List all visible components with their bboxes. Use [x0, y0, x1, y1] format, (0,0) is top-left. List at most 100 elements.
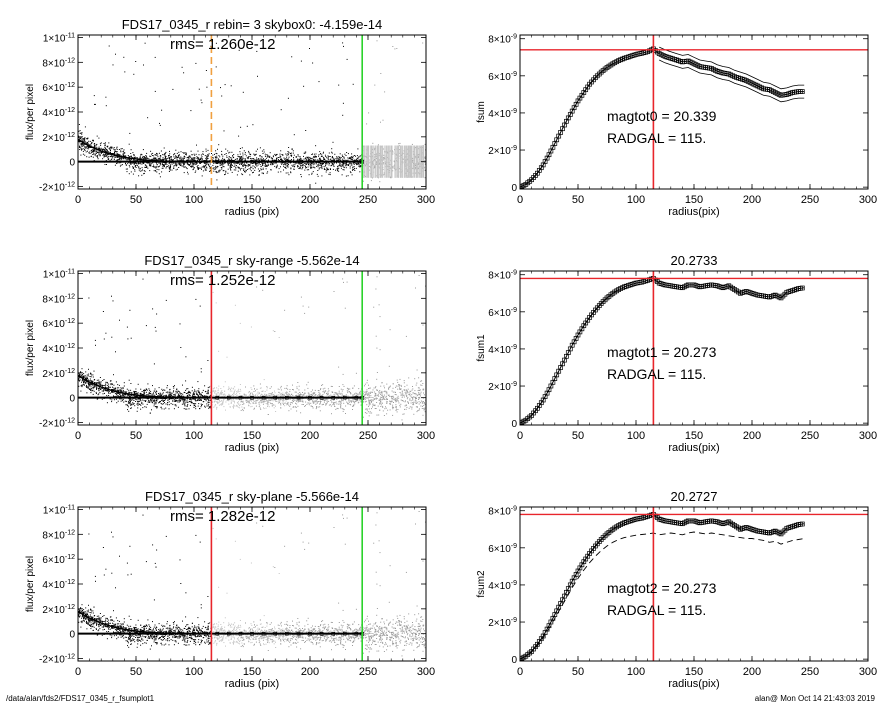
x-tick-label: 50	[572, 666, 584, 678]
y-tick-label: 8×10-12	[42, 57, 75, 69]
profile-point	[116, 626, 121, 630]
profile-point	[87, 380, 92, 385]
profile-point	[116, 154, 121, 158]
profile-point	[261, 395, 266, 400]
x-axis-label: radius(pix)	[668, 206, 719, 218]
y-tick-label: 1×10-11	[43, 504, 75, 516]
y-tick-label: 8×10-9	[488, 506, 517, 518]
profile-point	[331, 395, 336, 400]
x-tick-label: 250	[801, 194, 819, 206]
profile-point	[180, 159, 185, 164]
x-tick-label: 200	[301, 666, 319, 678]
y-axis-label: flux/per pixel	[25, 320, 36, 376]
profile-point	[99, 149, 103, 153]
profile-point	[105, 387, 109, 391]
profile-point	[163, 395, 167, 400]
chart-title: 20.2727	[671, 489, 718, 504]
profile-line	[78, 138, 363, 163]
profile-point	[215, 395, 219, 400]
profile-point	[296, 395, 301, 400]
profile-point	[342, 631, 347, 636]
profile-point	[308, 395, 312, 400]
chart-title: FDS17_0345_r sky-plane -5.566e-14	[145, 489, 359, 504]
profile-point	[128, 156, 132, 160]
profile-point	[134, 629, 138, 633]
profile-point	[145, 158, 150, 162]
x-tick-label: 250	[801, 666, 819, 678]
dashed-curve	[520, 531, 805, 660]
y-tick-label: 8×10-12	[42, 529, 75, 541]
chart-panel-3: 0 50 100 150 200 250 300-2×10-1202×10-124×10-1…	[25, 253, 435, 454]
profile-point	[82, 141, 86, 145]
profile-point	[157, 395, 161, 399]
profile-point	[215, 631, 219, 636]
profile-point	[128, 392, 132, 397]
y-tick-label: 2×10-9	[488, 381, 517, 393]
chart-panel-4: magtot1 = 20.273 RADGAL = 115. 0 50 100 150 20…	[476, 253, 877, 454]
x-tick-label: 100	[185, 666, 203, 678]
x-tick-label: 50	[130, 430, 142, 442]
x-tick-label: 250	[801, 430, 819, 442]
x-tick-label: 150	[243, 194, 261, 206]
profile-point	[284, 395, 289, 400]
chart-panel-1: 0 50 100 150 200 250 300-2×10-1202×10-124×10-1…	[25, 17, 435, 218]
y-axis-label: flux/per pixel	[25, 556, 36, 612]
profile-point	[157, 159, 161, 163]
y-tick-label: 6×10-9	[488, 543, 517, 555]
profile-point	[87, 144, 92, 148]
profile-point	[342, 159, 347, 164]
profile-point	[331, 631, 336, 636]
profile-point	[250, 395, 254, 400]
x-tick-label: 50	[130, 194, 142, 206]
chart-panel-6: magtot2 = 20.273 RADGAL = 115. 0 50 100 150 20…	[476, 489, 877, 690]
y-tick-label: 0	[69, 630, 75, 641]
x-tick-label: 0	[75, 194, 81, 206]
y-tick-label: -2×10-12	[39, 182, 75, 194]
x-tick-label: 100	[627, 666, 645, 678]
profile-point	[319, 160, 324, 164]
x-tick-label: 200	[301, 194, 319, 206]
profile-point	[238, 159, 243, 164]
y-axis-label: fsum1	[476, 334, 487, 362]
profile-point	[105, 623, 109, 627]
x-tick-label: 100	[627, 194, 645, 206]
x-tick-label: 0	[517, 430, 523, 442]
upper-band-line	[659, 46, 805, 90]
x-tick-label: 250	[359, 430, 377, 442]
y-tick-label: 8×10-12	[42, 293, 75, 305]
y-tick-label: 2×10-12	[42, 368, 75, 380]
x-tick-label: 200	[743, 194, 761, 206]
profile-point	[227, 159, 231, 164]
profile-point	[151, 158, 156, 163]
y-tick-label: 6×10-12	[42, 318, 75, 330]
rms-annotation: rms= 1.282e-12	[170, 508, 275, 525]
x-tick-label: 150	[685, 666, 703, 678]
y-tick-label: -2×10-12	[39, 418, 75, 430]
profile-point	[203, 631, 208, 636]
x-tick-label: 300	[859, 194, 877, 206]
profile-point	[273, 395, 278, 400]
fsum-point	[799, 521, 805, 527]
panel-text-2: RADGAL = 115.	[607, 130, 706, 146]
rms-annotation: rms= 1.260e-12	[170, 36, 275, 53]
x-tick-label: 100	[185, 194, 203, 206]
profile-point	[203, 395, 208, 400]
profile-point	[250, 631, 254, 636]
profile-point	[145, 394, 150, 399]
profile-point	[273, 159, 278, 164]
y-tick-label: 0	[511, 183, 517, 194]
profile-point	[169, 159, 173, 164]
profile-point	[111, 624, 115, 629]
profile-point	[116, 390, 121, 394]
profile-point	[296, 159, 301, 164]
profile-point	[82, 377, 86, 381]
x-axis-label: radius(pix)	[668, 442, 719, 454]
y-tick-label: 6×10-9	[488, 307, 517, 319]
x-tick-label: 100	[185, 430, 203, 442]
x-tick-label: 150	[243, 666, 261, 678]
profile-point	[227, 395, 231, 400]
profile-point	[82, 613, 86, 617]
y-tick-label: 0	[511, 655, 517, 666]
fsum-point	[799, 89, 805, 94]
profile-point	[180, 631, 185, 636]
